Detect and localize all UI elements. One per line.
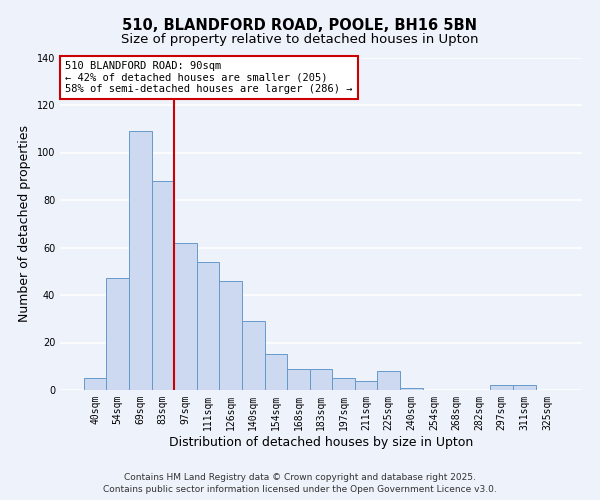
Bar bbox=[152, 181, 174, 390]
Bar bbox=[513, 385, 536, 390]
Bar bbox=[400, 388, 422, 390]
Bar bbox=[106, 278, 129, 390]
Bar bbox=[197, 262, 220, 390]
Bar bbox=[332, 378, 355, 390]
Bar bbox=[287, 368, 310, 390]
Bar bbox=[174, 243, 197, 390]
Bar bbox=[490, 385, 513, 390]
Bar bbox=[355, 380, 377, 390]
Bar bbox=[129, 131, 152, 390]
Text: Size of property relative to detached houses in Upton: Size of property relative to detached ho… bbox=[121, 32, 479, 46]
Text: Contains HM Land Registry data © Crown copyright and database right 2025.
Contai: Contains HM Land Registry data © Crown c… bbox=[103, 472, 497, 494]
Bar bbox=[242, 321, 265, 390]
X-axis label: Distribution of detached houses by size in Upton: Distribution of detached houses by size … bbox=[169, 436, 473, 448]
Y-axis label: Number of detached properties: Number of detached properties bbox=[18, 125, 31, 322]
Text: 510 BLANDFORD ROAD: 90sqm
← 42% of detached houses are smaller (205)
58% of semi: 510 BLANDFORD ROAD: 90sqm ← 42% of detac… bbox=[65, 61, 353, 94]
Text: 510, BLANDFORD ROAD, POOLE, BH16 5BN: 510, BLANDFORD ROAD, POOLE, BH16 5BN bbox=[122, 18, 478, 32]
Bar bbox=[220, 281, 242, 390]
Bar bbox=[265, 354, 287, 390]
Bar bbox=[310, 368, 332, 390]
Bar bbox=[377, 371, 400, 390]
Bar bbox=[84, 378, 106, 390]
